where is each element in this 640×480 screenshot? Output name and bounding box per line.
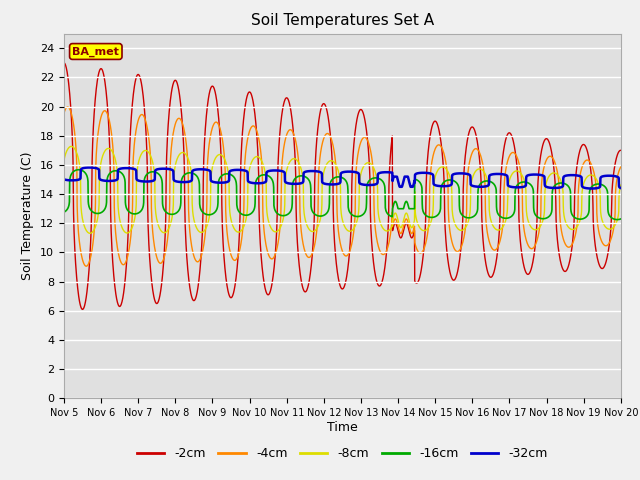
Title: Soil Temperatures Set A: Soil Temperatures Set A [251, 13, 434, 28]
Legend: -2cm, -4cm, -8cm, -16cm, -32cm: -2cm, -4cm, -8cm, -16cm, -32cm [132, 442, 553, 465]
Y-axis label: Soil Temperature (C): Soil Temperature (C) [22, 152, 35, 280]
Text: BA_met: BA_met [72, 47, 119, 57]
X-axis label: Time: Time [327, 421, 358, 434]
